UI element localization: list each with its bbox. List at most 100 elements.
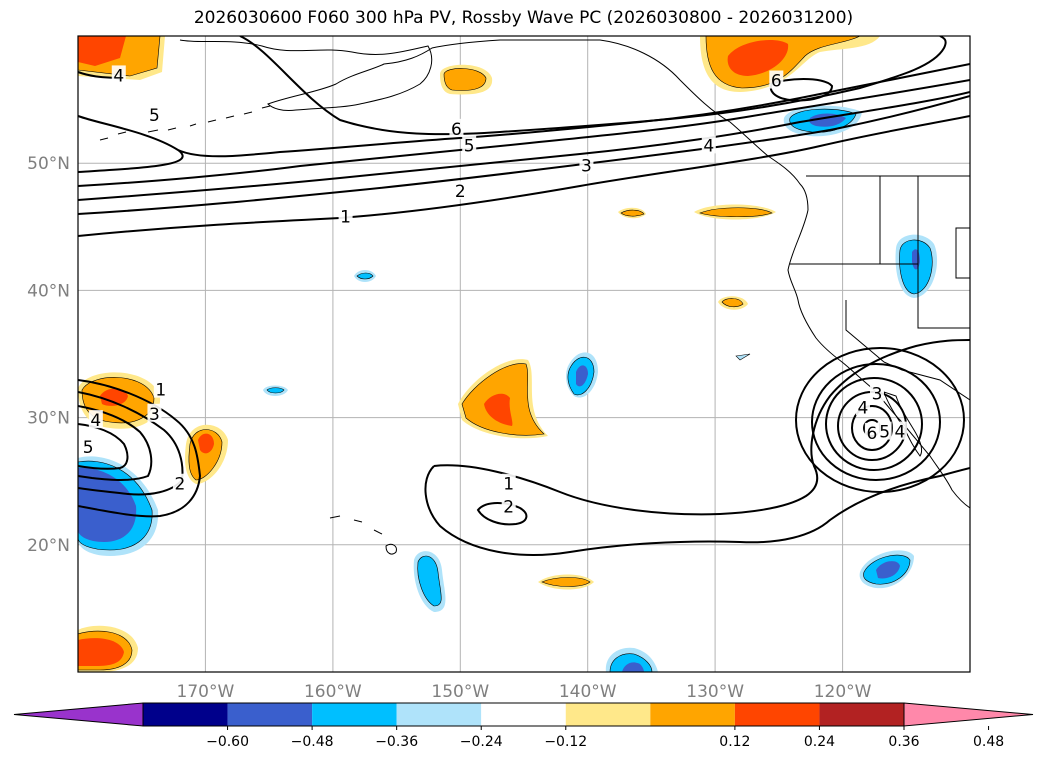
anomaly-negative-small-a-core xyxy=(356,272,374,280)
gridlines xyxy=(78,36,970,672)
lat-label-20n: 20°N xyxy=(27,536,70,556)
anomaly-positive-strip-a-core xyxy=(620,209,645,217)
anomaly-positive-west-peak xyxy=(100,388,128,406)
pv-contour-cutoff-3 xyxy=(825,377,923,471)
colorbar-segment xyxy=(312,703,397,726)
contour-label: 2 xyxy=(455,182,466,202)
colorbar-tick-label: −0.48 xyxy=(291,734,334,750)
pv-anomaly-shading xyxy=(78,36,938,672)
pv-contour-cutoff-1 xyxy=(795,347,965,493)
contour-label-bg xyxy=(864,422,879,441)
colorbar-segment xyxy=(227,703,313,726)
lon-label-160w: 160°W xyxy=(304,682,362,702)
coastline-hawaii xyxy=(329,515,397,555)
colorbar-tick-label: −0.60 xyxy=(206,734,249,750)
lat-label-50n: 50°N xyxy=(27,154,70,174)
coastlines xyxy=(99,39,970,555)
contour-label: 4 xyxy=(703,136,714,156)
latitude-labels: 20°N 30°N 40°N 50°N xyxy=(27,154,70,556)
colorbar-segment xyxy=(819,703,904,726)
contour-label: 4 xyxy=(858,398,869,418)
colorbar: −0.60 −0.48 −0.36 −0.24 −0.12 0.12 0.24 0.36 0.4… xyxy=(13,702,1034,750)
anomaly-negative-mexico-peak xyxy=(876,561,900,579)
anomaly-positive-strip-b-core xyxy=(699,207,773,218)
colorbar-tick-label: −0.24 xyxy=(460,734,503,750)
contour-label: 6 xyxy=(451,120,462,140)
contour-label-bg xyxy=(88,410,103,429)
lon-label-150w: 150°W xyxy=(431,682,489,702)
anomaly-positive-alaska-core xyxy=(443,68,487,91)
contour-label-bg xyxy=(701,135,716,154)
contour-label-bg xyxy=(877,421,892,440)
contour-label-bg xyxy=(869,383,884,402)
colorbar-tick-label: −0.12 xyxy=(544,734,587,750)
contour-label-bg xyxy=(501,496,516,515)
colorbar-tick-label: 0.36 xyxy=(888,734,919,750)
contour-label: 6 xyxy=(771,72,782,92)
contour-label-bg xyxy=(81,436,96,455)
pv-contour-cutoff-2 xyxy=(811,363,941,481)
pv-contour-trough-3 xyxy=(78,405,153,481)
contour-label: 1 xyxy=(503,475,514,495)
contour-label-bg xyxy=(111,65,126,84)
colorbar-segment xyxy=(143,703,228,726)
colorbar-segment xyxy=(565,703,651,726)
contour-label-bg xyxy=(579,155,594,174)
contour-label: 3 xyxy=(872,384,883,404)
colorbar-tick-label: 0.48 xyxy=(973,734,1004,750)
pv-contour-closed-6 xyxy=(769,78,834,102)
colorbar-tick-label: 0.12 xyxy=(719,734,750,750)
anomaly-positive-small-b-core xyxy=(721,298,744,308)
map-frame xyxy=(77,35,971,673)
contour-label: 3 xyxy=(149,405,160,425)
anomaly-negative-hawaii-core xyxy=(417,555,442,607)
colorbar-segment xyxy=(734,703,820,726)
contour-label: 4 xyxy=(895,423,906,443)
contour-label-bg xyxy=(855,397,870,416)
pv-contour-jet-3 xyxy=(78,91,970,201)
contour-label: 3 xyxy=(581,157,592,177)
coastline-alaska xyxy=(179,39,809,211)
anomaly-positive-nw-peak xyxy=(78,36,126,66)
contour-label-bg xyxy=(449,118,464,137)
pv-contour-trough-1 xyxy=(78,379,202,518)
pv-contour-central-2 xyxy=(476,502,528,526)
contour-label: 4 xyxy=(90,411,101,431)
anomaly-positive-sw-peak xyxy=(78,638,124,666)
lon-label-130w: 130°W xyxy=(686,682,744,702)
pv-contour-jet-4 xyxy=(78,79,970,187)
colorbar-extend-max xyxy=(903,702,1034,727)
lon-label-170w: 170°W xyxy=(177,682,235,702)
anomaly-negative-south-peak xyxy=(622,662,644,672)
anomaly-positive-central-peak xyxy=(484,393,513,426)
lon-label-120w: 120°W xyxy=(814,682,872,702)
colorbar-segment xyxy=(481,703,566,726)
coastline-baja xyxy=(883,391,923,457)
contour-label-bg xyxy=(453,181,468,200)
coastline-aleutians xyxy=(99,105,271,141)
contour-label-bg xyxy=(147,104,162,123)
pv-contour-trough-4 xyxy=(78,423,129,470)
contour-label: 1 xyxy=(155,381,166,401)
contour-label: 5 xyxy=(879,423,890,443)
contour-label: 5 xyxy=(464,136,475,156)
contour-label: 4 xyxy=(113,66,124,86)
anomaly-negative-central-peak xyxy=(576,365,588,387)
contour-label: 5 xyxy=(83,438,94,458)
contour-label: 1 xyxy=(340,208,351,228)
contour-label-bg xyxy=(892,421,907,440)
contour-label-bg xyxy=(172,473,187,492)
pv-contour-jet-1 xyxy=(78,115,970,237)
colorbar-tick-label: 0.24 xyxy=(804,734,835,750)
colorbar-segment xyxy=(396,703,482,726)
contour-label-bg xyxy=(462,135,477,154)
border-states xyxy=(790,176,970,363)
pv-contour-cutoff-5 xyxy=(851,405,893,451)
colorbar-tick-label: −0.36 xyxy=(375,734,418,750)
map-background xyxy=(78,36,970,672)
contour-label-bg xyxy=(338,206,353,225)
contour-label-bg xyxy=(769,70,784,89)
map-title: 2026030600 F060 300 hPa PV, Rossby Wave … xyxy=(193,8,854,28)
